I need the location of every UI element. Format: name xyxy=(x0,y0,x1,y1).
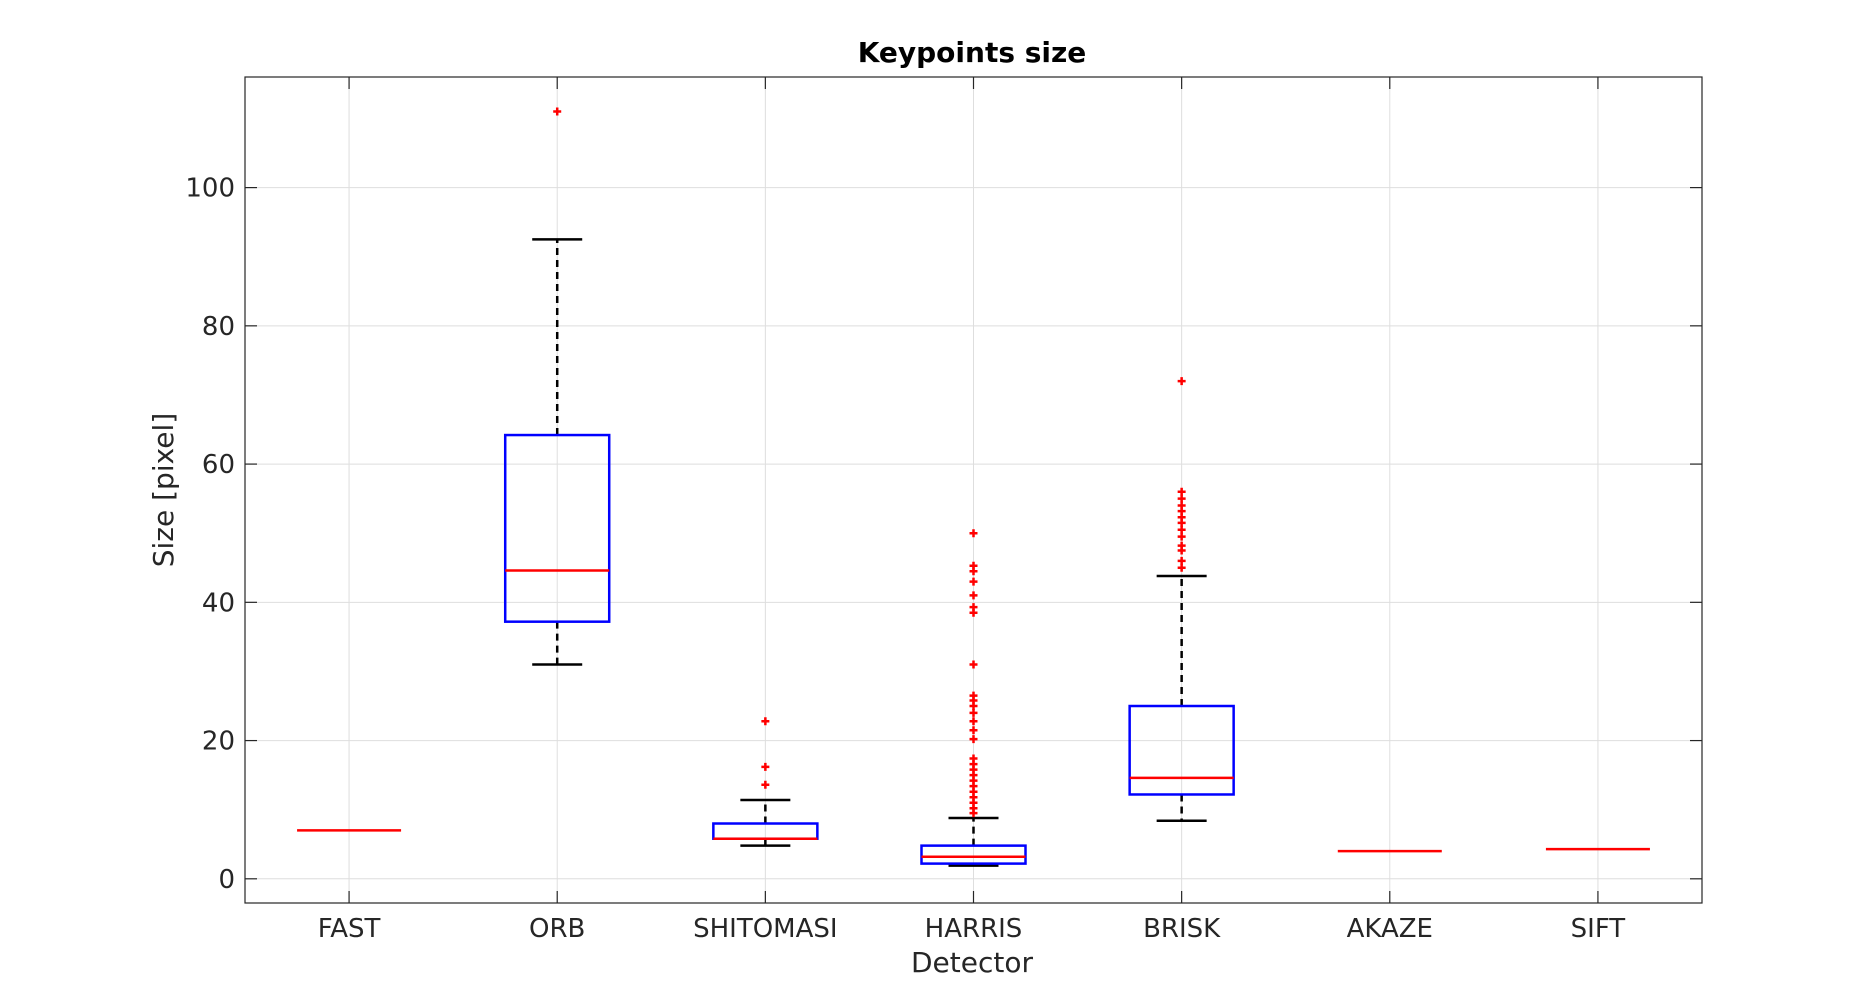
y-tick-label: 40 xyxy=(202,588,235,618)
outlier-marker xyxy=(1177,556,1186,565)
y-tick-label: 20 xyxy=(202,727,235,757)
outlier-marker xyxy=(1177,487,1186,496)
x-tick-label: FAST xyxy=(318,914,381,944)
x-tick-label: SHITOMASI xyxy=(693,914,837,944)
outlier-marker xyxy=(1177,494,1186,503)
x-axis-label: Detector xyxy=(911,946,1033,979)
outlier-marker xyxy=(969,754,978,763)
outlier-marker xyxy=(761,780,770,789)
outlier-marker xyxy=(761,717,770,726)
outlier-marker xyxy=(553,107,562,116)
outlier-marker xyxy=(969,603,978,612)
outlier-marker xyxy=(1177,541,1186,550)
x-tick-label: AKAZE xyxy=(1347,914,1433,944)
iqr-box xyxy=(503,433,611,623)
y-tick-label: 100 xyxy=(185,174,235,204)
outlier-marker xyxy=(1177,563,1186,572)
outlier-marker xyxy=(969,717,978,726)
x-tick-label: BRISK xyxy=(1143,914,1221,944)
outlier-marker xyxy=(969,577,978,586)
outlier-marker xyxy=(969,735,978,744)
iqr-box xyxy=(1128,704,1235,796)
outlier-marker xyxy=(1177,501,1186,510)
outlier-marker xyxy=(1177,532,1186,541)
outlier-marker xyxy=(969,561,978,570)
y-tick-label: 0 xyxy=(218,865,235,895)
chart-title: Keypoints size xyxy=(858,36,1087,69)
outlier-marker xyxy=(761,762,770,771)
x-tick-label: ORB xyxy=(529,914,585,944)
outlier-marker xyxy=(969,660,978,669)
y-tick-label: 60 xyxy=(202,450,235,480)
y-axis-label: Size [pixel] xyxy=(147,413,180,568)
outlier-marker xyxy=(969,591,978,600)
outlier-marker xyxy=(1177,525,1186,534)
outlier-marker xyxy=(1177,377,1186,386)
outlier-marker xyxy=(969,708,978,717)
x-tick-label: HARRIS xyxy=(925,914,1023,944)
outlier-marker xyxy=(969,726,978,735)
plot-area: 0 20 40 60 80 100 FAST ORB SHITOMASI HARRIS BRISK A… xyxy=(185,76,1703,944)
iqr-box xyxy=(920,844,1027,865)
outlier-marker xyxy=(969,691,978,700)
y-tick-label: 80 xyxy=(202,312,235,342)
outlier-marker xyxy=(969,529,978,538)
x-tick-label: SIFT xyxy=(1571,914,1626,944)
